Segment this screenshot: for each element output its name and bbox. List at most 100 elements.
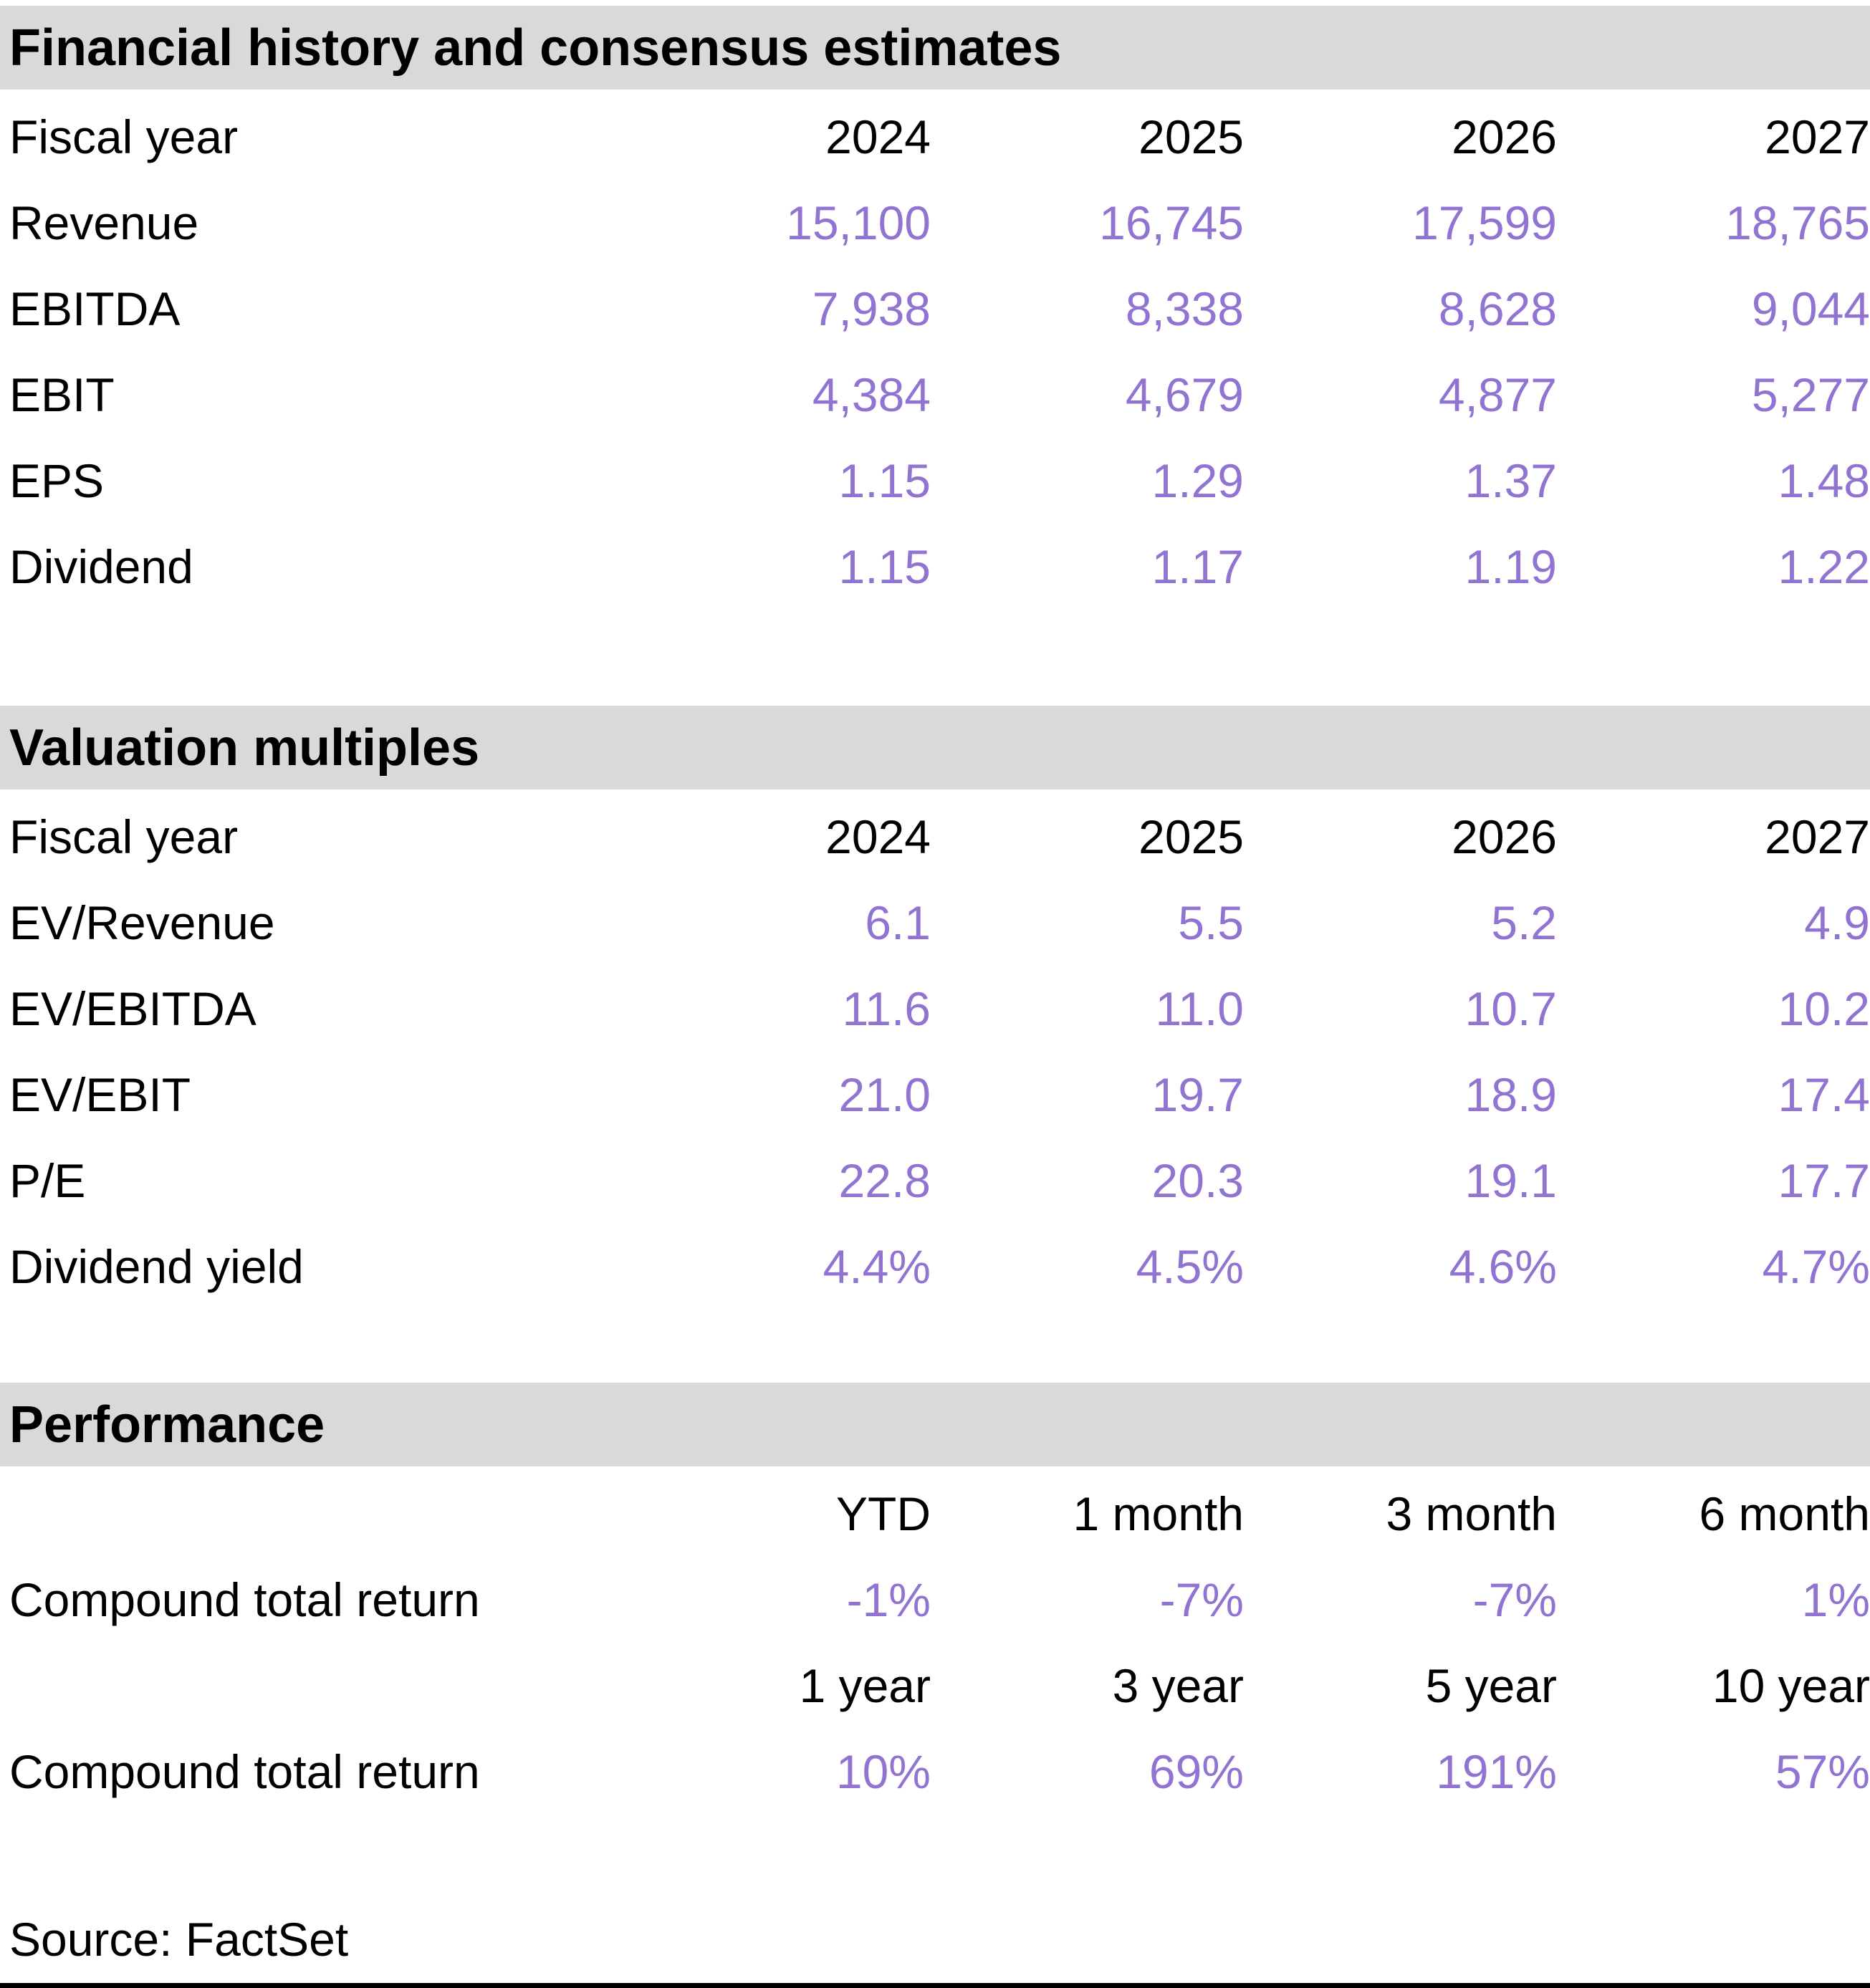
value-cell: 1.29 <box>1151 454 1244 507</box>
column-header-2026: 2026 <box>1452 110 1557 163</box>
table-row-pe: P/E 22.8 20.3 19.1 17.7 <box>0 1138 1870 1224</box>
column-header-2025: 2025 <box>1138 110 1244 163</box>
column-header-2026: 2026 <box>1452 810 1557 863</box>
value-cell: -1% <box>846 1573 931 1626</box>
value-cell: 8,628 <box>1438 282 1557 335</box>
column-header-2024: 2024 <box>825 110 931 163</box>
row-label: Dividend <box>9 540 193 593</box>
section-financial-history: Financial history and consensus estimate… <box>0 6 1870 610</box>
section-title: Financial history and consensus estimate… <box>9 19 1062 77</box>
value-cell: 6.1 <box>865 896 931 949</box>
value-cell: 20.3 <box>1151 1154 1244 1207</box>
column-header-fiscal-year: Fiscal year <box>9 810 239 863</box>
row-label: EPS <box>9 454 105 507</box>
table-row-eps: EPS 1.15 1.29 1.37 1.48 <box>0 438 1870 524</box>
section-title: Valuation multiples <box>9 719 480 777</box>
bottom-border-rule <box>0 1983 1870 1988</box>
section-header-performance: Performance <box>0 1383 1870 1466</box>
column-header-3-year: 3 year <box>1112 1659 1244 1712</box>
value-cell: 17.7 <box>1778 1154 1870 1207</box>
value-cell: -7% <box>1159 1573 1244 1626</box>
column-header-2027: 2027 <box>1765 110 1870 163</box>
value-cell: 1.48 <box>1778 454 1870 507</box>
section-valuation-multiples: Valuation multiples Fiscal year 2024 202… <box>0 706 1870 1310</box>
value-cell: 21.0 <box>838 1068 931 1121</box>
section-title: Performance <box>9 1396 325 1454</box>
source-attribution: Source: FactSet <box>9 1913 349 1966</box>
financial-history-table: Fiscal year 2024 2025 2026 2027 Revenue … <box>0 94 1870 610</box>
value-cell: 4.7% <box>1762 1240 1870 1293</box>
table-row-ev-revenue: EV/Revenue 6.1 5.5 5.2 4.9 <box>0 880 1870 966</box>
value-cell: 5.5 <box>1178 896 1244 949</box>
row-label: EBIT <box>9 368 115 421</box>
table-row-ev-ebitda: EV/EBITDA 11.6 11.0 10.7 10.2 <box>0 966 1870 1052</box>
value-cell: 17,599 <box>1412 196 1557 249</box>
column-header-fiscal-year: Fiscal year <box>9 110 239 163</box>
row-label: EV/EBIT <box>9 1068 191 1121</box>
table-row-compound-total-return-short: Compound total return -1% -7% -7% 1% <box>0 1557 1870 1643</box>
value-cell: 1.22 <box>1778 540 1870 593</box>
value-cell: 10% <box>835 1745 931 1798</box>
table-row-dividend-yield: Dividend yield 4.4% 4.5% 4.6% 4.7% <box>0 1224 1870 1310</box>
column-header-2027: 2027 <box>1765 810 1870 863</box>
value-cell: 8,338 <box>1125 282 1244 335</box>
row-label: EV/Revenue <box>9 896 275 949</box>
value-cell: 4.9 <box>1804 896 1870 949</box>
section-header-financial-history: Financial history and consensus estimate… <box>0 6 1870 90</box>
performance-table: YTD 1 month 3 month 6 month Compound tot… <box>0 1471 1870 1815</box>
row-label: P/E <box>9 1154 86 1207</box>
value-cell: 19.7 <box>1151 1068 1244 1121</box>
value-cell: 4.5% <box>1136 1240 1244 1293</box>
value-cell: 57% <box>1775 1745 1870 1798</box>
column-header-3-month: 3 month <box>1386 1487 1557 1540</box>
column-header-1-month: 1 month <box>1073 1487 1244 1540</box>
value-cell: 1.15 <box>838 454 931 507</box>
value-cell: 22.8 <box>838 1154 931 1207</box>
value-cell: 15,100 <box>786 196 931 249</box>
value-cell: 69% <box>1149 1745 1244 1798</box>
valuation-multiples-table: Fiscal year 2024 2025 2026 2027 EV/Reven… <box>0 794 1870 1310</box>
value-cell: 17.4 <box>1778 1068 1870 1121</box>
table-header-row: Fiscal year 2024 2025 2026 2027 <box>0 794 1870 880</box>
column-header-1-year: 1 year <box>799 1659 931 1712</box>
value-cell: 1.19 <box>1464 540 1557 593</box>
table-row-ebitda: EBITDA 7,938 8,338 8,628 9,044 <box>0 266 1870 352</box>
section-header-valuation-multiples: Valuation multiples <box>0 706 1870 789</box>
value-cell: 16,745 <box>1099 196 1244 249</box>
value-cell: 10.7 <box>1464 982 1557 1035</box>
column-header-6-month: 6 month <box>1699 1487 1870 1540</box>
table-header-row: Fiscal year 2024 2025 2026 2027 <box>0 94 1870 180</box>
value-cell: 11.0 <box>1155 982 1244 1035</box>
value-cell: 10.2 <box>1778 982 1870 1035</box>
value-cell: 11.6 <box>842 982 931 1035</box>
column-header-ytd: YTD <box>836 1487 931 1540</box>
value-cell: -7% <box>1472 1573 1557 1626</box>
column-header-2025: 2025 <box>1138 810 1244 863</box>
row-label: Compound total return <box>9 1573 480 1626</box>
table-row-ev-ebit: EV/EBIT 21.0 19.7 18.9 17.4 <box>0 1052 1870 1138</box>
value-cell: 18,765 <box>1725 196 1870 249</box>
value-cell: 191% <box>1436 1745 1557 1798</box>
table-row-ebit: EBIT 4,384 4,679 4,877 5,277 <box>0 352 1870 438</box>
value-cell: 5,277 <box>1751 368 1870 421</box>
column-header-2024: 2024 <box>825 810 931 863</box>
table-header-row-long-periods: 1 year 3 year 5 year 10 year <box>0 1643 1870 1729</box>
value-cell: 4.6% <box>1449 1240 1557 1293</box>
column-header-10-year: 10 year <box>1712 1659 1870 1712</box>
value-cell: 9,044 <box>1751 282 1870 335</box>
row-label: EV/EBITDA <box>9 982 256 1035</box>
value-cell: 4,384 <box>812 368 931 421</box>
value-cell: 4,877 <box>1438 368 1557 421</box>
row-label: Compound total return <box>9 1745 480 1798</box>
value-cell: 18.9 <box>1464 1068 1557 1121</box>
row-label: Dividend yield <box>9 1240 304 1293</box>
value-cell: 1.17 <box>1151 540 1244 593</box>
table-row-dividend: Dividend 1.15 1.17 1.19 1.22 <box>0 524 1870 610</box>
value-cell: 4,679 <box>1125 368 1244 421</box>
row-label: EBITDA <box>9 282 181 335</box>
table-header-row-short-periods: YTD 1 month 3 month 6 month <box>0 1471 1870 1557</box>
value-cell: 19.1 <box>1464 1154 1557 1207</box>
value-cell: 1% <box>1801 1573 1870 1626</box>
value-cell: 4.4% <box>823 1240 931 1293</box>
